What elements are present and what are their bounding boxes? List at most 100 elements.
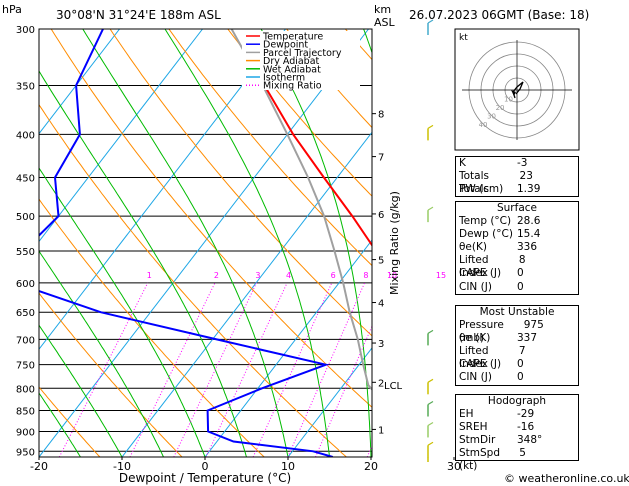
wind-barb-flag: [427, 19, 434, 24]
mixing-ratio-line: [205, 282, 288, 457]
dry-adiabat-line: [39, 103, 347, 457]
most-unstable-row: CIN (J) 0: [456, 371, 578, 384]
surface-row: Lifted Index 8: [456, 254, 578, 280]
asl-label: ASL: [374, 16, 396, 29]
height-tick-label: 2: [378, 378, 384, 389]
hodograph-ring-label: 30: [487, 112, 496, 120]
pressure-tick-label: 450: [16, 174, 35, 185]
surface-label: θe(K): [459, 241, 487, 254]
lcl-label: LCL: [384, 381, 403, 392]
index-row: PW (cm) 1.39: [456, 183, 578, 196]
mixing-ratio-label: 10: [387, 271, 397, 280]
wet-adiabat-line: [39, 70, 247, 457]
datetime-title: 26.07.2023 06GMT (Base: 18): [409, 8, 589, 22]
x-tick-label: 0: [202, 460, 209, 473]
dry-adiabat-line: [227, 29, 372, 197]
pressure-unit-label: hPa: [2, 3, 22, 16]
most-unstable-value: 7: [518, 345, 526, 358]
surface-value: 28.6: [517, 215, 541, 228]
wet-adiabat-line: [39, 324, 123, 457]
hodograph-row: EH -29: [456, 408, 578, 421]
dry-adiabat-line: [39, 386, 101, 457]
surface-value: 0: [517, 267, 524, 280]
most-unstable-title: Most Unstable: [479, 306, 555, 318]
height-tick-label: 6: [378, 210, 384, 221]
location-title: 30°08'N 31°24'E 188m ASL: [56, 8, 221, 22]
mixing-ratio-label: 2: [214, 271, 219, 280]
index-row: K -3: [456, 157, 578, 170]
index-value: 1.39: [517, 183, 541, 196]
x-axis-title: Dewpoint / Temperature (°C): [119, 471, 291, 485]
mixing-ratio-label: 1: [147, 271, 152, 280]
dry-adiabat-line: [168, 29, 372, 267]
x-tick-label: 30: [447, 460, 461, 473]
mixing-ratio-line: [58, 282, 149, 457]
copyright-text: © weatheronline.co.uk: [504, 472, 629, 485]
profiles: [39, 29, 372, 457]
surface-label: Temp (°C): [459, 215, 512, 228]
surface-row: θe(K) 336: [456, 241, 578, 254]
x-tick-label: 10: [281, 460, 295, 473]
legend-label: Mixing Ratio: [263, 81, 322, 92]
isotherm-line: [620, 29, 629, 457]
wind-barb-flag: [427, 378, 434, 383]
axes: 1234681015202530035040045050055060065070…: [16, 25, 510, 473]
wind-barb-flag: [427, 329, 434, 334]
wet-adiabat-line: [164, 29, 330, 457]
hodograph-arrow: [511, 90, 516, 96]
isotherm-line: [39, 29, 120, 135]
isotherm-line: [39, 29, 369, 457]
isotherm-line: [39, 29, 203, 243]
pressure-tick-label: 950: [16, 447, 35, 458]
surface-label: CAPE (J): [459, 267, 502, 280]
mixing-ratio-label: 4: [286, 271, 291, 280]
pressure-tick-label: 400: [16, 130, 35, 141]
pressure-tick-label: 900: [16, 427, 35, 438]
mixing-ratio-axis-title: Mixing Ratio (g/kg): [388, 191, 401, 295]
surface-table: Surface Temp (°C) 28.6 Dewp (°C) 15.4 θe(K) 3…: [455, 201, 579, 295]
surface-row: CIN (J) 0: [456, 281, 578, 294]
x-tick-label: -10: [113, 460, 131, 473]
wind-barb-flag: [427, 401, 434, 406]
isotherm-line: [121, 131, 372, 457]
index-value: -3: [517, 157, 528, 169]
index-label: Totals Totals: [459, 170, 489, 196]
most-unstable-label: Pressure (mb): [459, 319, 504, 345]
most-unstable-label: Lifted Index: [459, 345, 489, 371]
most-unstable-row: CAPE (J) 0: [456, 358, 578, 371]
pressure-tick-label: 500: [16, 212, 35, 223]
index-value: 23: [519, 170, 533, 183]
legend-label: Isotherm: [263, 73, 305, 84]
hodograph-row: StmSpd (kt) 5: [456, 447, 578, 472]
height-tick-label: 1: [378, 425, 384, 436]
height-tick-label: 3: [378, 339, 384, 350]
surface-row: Dewp (°C) 15.4: [456, 228, 578, 241]
km-label: km: [374, 3, 391, 16]
mixing-ratio-line: [252, 282, 333, 457]
most-unstable-value: 337: [517, 332, 538, 345]
most-unstable-value: 975: [523, 319, 544, 332]
wet-adiabat-line: [39, 167, 206, 457]
legend-label: Wet Adiabat: [263, 64, 321, 75]
hodograph-kt-label: kt: [459, 33, 468, 43]
pressure-tick-label: 550: [16, 247, 35, 258]
isotherm-line: [287, 347, 372, 457]
x-tick-label: 20: [364, 460, 378, 473]
wet-adiabat-line: [82, 29, 289, 457]
wind-barb-flag: [427, 206, 434, 211]
hodograph-row: StmDir 348°: [456, 434, 578, 447]
hodograph-ring-label: 40: [479, 121, 488, 129]
surface-label: Lifted Index: [459, 254, 489, 280]
hodograph-ring-label: 10: [504, 95, 513, 103]
most-unstable-label: θe (K): [459, 332, 491, 345]
wind-barb-flag: [427, 441, 434, 446]
hodograph-table: Hodograph EH -29 SREH -16 StmDir 348° StmSpd (…: [455, 394, 579, 472]
dry-adiabat-line: [109, 29, 372, 337]
pressure-tick-label: 350: [16, 81, 35, 92]
hodograph-table-title: Hodograph: [487, 395, 547, 407]
temperature-line: [263, 84, 372, 247]
hodograph-row: SREH -16: [456, 421, 578, 434]
hodograph-value: -16: [517, 421, 535, 434]
